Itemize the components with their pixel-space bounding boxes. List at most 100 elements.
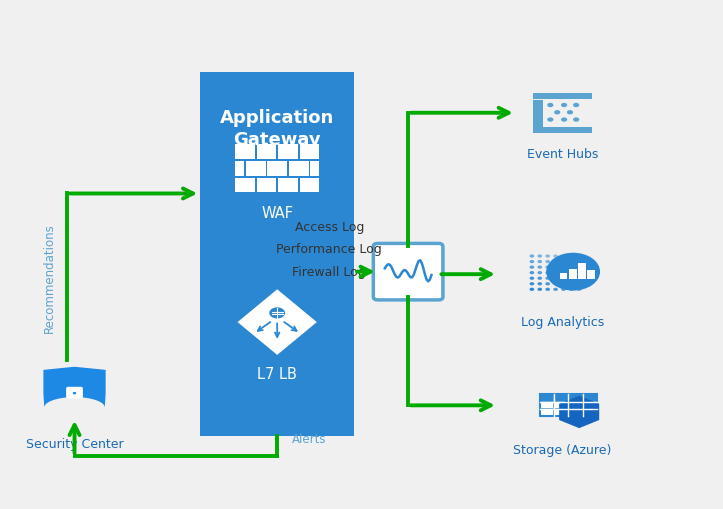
Text: Log Analytics: Log Analytics (521, 315, 604, 328)
Bar (533, 94, 591, 100)
Circle shape (537, 277, 542, 280)
FancyBboxPatch shape (540, 394, 596, 416)
Circle shape (577, 288, 581, 291)
Bar (583, 403, 596, 409)
Circle shape (577, 266, 581, 269)
Bar (583, 410, 596, 416)
Bar (555, 403, 568, 409)
Bar (578, 263, 586, 279)
FancyBboxPatch shape (373, 244, 443, 300)
Circle shape (529, 277, 534, 280)
Circle shape (553, 282, 558, 286)
Bar (533, 101, 543, 127)
Text: Storage (Azure): Storage (Azure) (513, 443, 612, 456)
Circle shape (537, 255, 542, 258)
Bar (278, 178, 298, 193)
Circle shape (577, 277, 581, 280)
Polygon shape (43, 367, 106, 408)
Circle shape (553, 271, 558, 275)
Circle shape (73, 392, 77, 394)
Circle shape (529, 288, 534, 291)
Text: Recommendations: Recommendations (43, 222, 56, 332)
Bar (541, 410, 553, 416)
Circle shape (537, 261, 542, 264)
Circle shape (545, 266, 550, 269)
Circle shape (537, 288, 542, 291)
Bar (278, 145, 298, 159)
Bar (569, 410, 582, 416)
Circle shape (547, 253, 600, 291)
Circle shape (569, 277, 573, 280)
Circle shape (561, 271, 566, 275)
Circle shape (529, 261, 534, 264)
Text: Firewall Log: Firewall Log (292, 266, 366, 278)
Circle shape (569, 288, 573, 291)
Circle shape (577, 282, 581, 286)
FancyBboxPatch shape (200, 73, 354, 436)
Text: Application
Gateway: Application Gateway (220, 108, 334, 149)
Bar (288, 161, 309, 176)
Circle shape (553, 277, 558, 280)
Text: Security Center: Security Center (26, 437, 124, 450)
Circle shape (529, 282, 534, 286)
Polygon shape (238, 290, 317, 355)
Bar (268, 161, 287, 176)
Bar (569, 269, 577, 279)
Circle shape (537, 266, 542, 269)
Circle shape (561, 261, 566, 264)
Circle shape (553, 266, 558, 269)
Circle shape (569, 282, 573, 286)
Bar (583, 395, 596, 402)
Circle shape (529, 255, 534, 258)
Circle shape (545, 261, 550, 264)
Circle shape (529, 266, 534, 269)
Text: Event Hubs: Event Hubs (526, 148, 598, 161)
Text: Performance Log: Performance Log (276, 243, 382, 256)
Circle shape (545, 282, 550, 286)
Circle shape (545, 288, 550, 291)
Bar (310, 161, 320, 176)
Circle shape (545, 255, 550, 258)
Bar (560, 274, 568, 279)
Bar (246, 161, 265, 176)
Circle shape (537, 282, 542, 286)
Text: L7 LB: L7 LB (257, 367, 297, 382)
Bar (541, 395, 553, 402)
Bar (541, 403, 553, 409)
Circle shape (561, 288, 566, 291)
Circle shape (561, 277, 566, 280)
Circle shape (545, 277, 550, 280)
Circle shape (561, 104, 568, 108)
Circle shape (573, 118, 579, 123)
Circle shape (269, 308, 285, 319)
Bar (569, 403, 582, 409)
Bar (235, 178, 254, 193)
Bar (235, 145, 254, 159)
Circle shape (569, 271, 573, 275)
Bar (555, 395, 568, 402)
Bar (235, 161, 244, 176)
Bar (299, 145, 320, 159)
Circle shape (561, 118, 568, 123)
Bar (588, 271, 595, 279)
Circle shape (553, 255, 558, 258)
Circle shape (537, 271, 542, 275)
Bar (533, 127, 591, 134)
Circle shape (569, 261, 573, 264)
FancyBboxPatch shape (66, 387, 83, 399)
Bar (569, 395, 582, 402)
Circle shape (561, 266, 566, 269)
Bar (257, 145, 276, 159)
Circle shape (529, 271, 534, 275)
Circle shape (569, 266, 573, 269)
Text: Access Log: Access Log (294, 220, 364, 233)
Circle shape (561, 282, 566, 286)
Text: Alerts: Alerts (291, 432, 326, 445)
Bar (299, 178, 320, 193)
Circle shape (553, 261, 558, 264)
Text: WAF: WAF (261, 205, 294, 220)
Circle shape (554, 111, 560, 115)
Circle shape (577, 271, 581, 275)
Circle shape (547, 118, 553, 123)
Circle shape (573, 104, 579, 108)
